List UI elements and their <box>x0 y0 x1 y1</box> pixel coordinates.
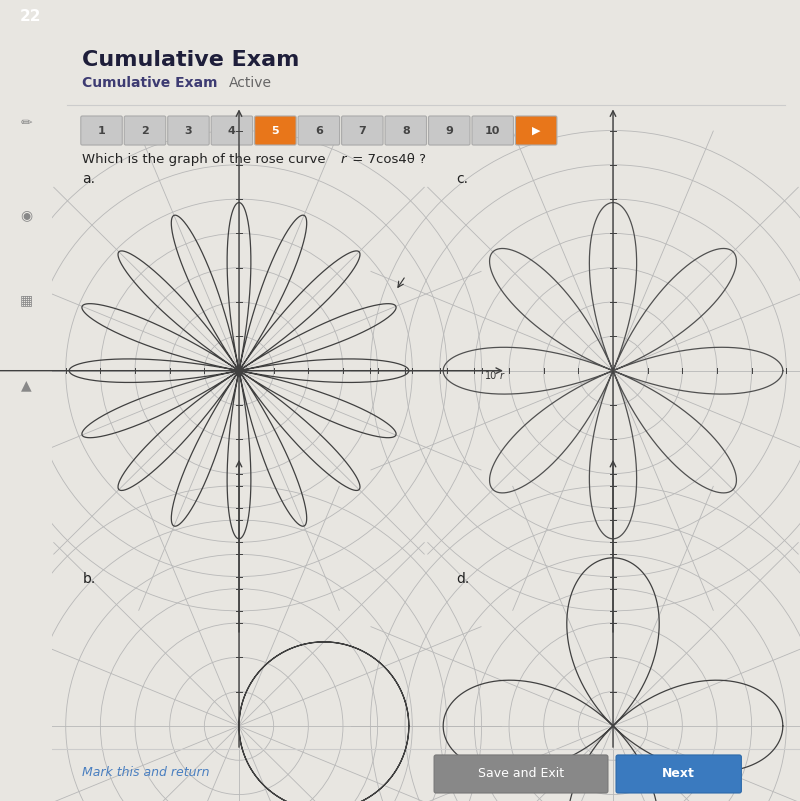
Text: ▦: ▦ <box>19 293 33 307</box>
Text: 4: 4 <box>228 126 236 135</box>
Text: ✏: ✏ <box>20 116 32 130</box>
Text: c.: c. <box>456 171 468 186</box>
Text: 1: 1 <box>98 126 106 135</box>
Text: Active: Active <box>229 76 272 91</box>
FancyBboxPatch shape <box>472 116 514 145</box>
Text: = 7cos4θ ?: = 7cos4θ ? <box>348 152 426 166</box>
Text: Cumulative Exam: Cumulative Exam <box>82 50 300 70</box>
Text: ▲: ▲ <box>21 378 31 392</box>
Text: 10: 10 <box>485 126 501 135</box>
FancyBboxPatch shape <box>385 116 426 145</box>
FancyBboxPatch shape <box>515 116 557 145</box>
Text: Cumulative Exam: Cumulative Exam <box>82 76 218 91</box>
FancyBboxPatch shape <box>254 116 296 145</box>
Text: 2: 2 <box>141 126 149 135</box>
Text: 9: 9 <box>446 126 453 135</box>
FancyBboxPatch shape <box>429 116 470 145</box>
FancyBboxPatch shape <box>342 116 383 145</box>
Text: b.: b. <box>82 572 95 586</box>
Text: 8: 8 <box>402 126 410 135</box>
Text: 7: 7 <box>358 126 366 135</box>
Text: Mark this and return: Mark this and return <box>82 767 210 779</box>
Text: d.: d. <box>456 572 470 586</box>
FancyBboxPatch shape <box>124 116 166 145</box>
FancyBboxPatch shape <box>211 116 253 145</box>
Text: a.: a. <box>82 171 95 186</box>
Text: ◉: ◉ <box>20 208 32 223</box>
Text: Save and Exit: Save and Exit <box>478 767 564 780</box>
FancyBboxPatch shape <box>434 755 608 793</box>
FancyBboxPatch shape <box>168 116 209 145</box>
Text: 5: 5 <box>271 126 279 135</box>
Text: Next: Next <box>662 767 695 780</box>
Text: 22: 22 <box>20 10 42 24</box>
Text: 3: 3 <box>185 126 192 135</box>
Text: r: r <box>500 371 504 380</box>
FancyBboxPatch shape <box>81 116 122 145</box>
Text: 6: 6 <box>315 126 322 135</box>
FancyBboxPatch shape <box>298 116 339 145</box>
Text: r: r <box>340 152 346 166</box>
Text: 10: 10 <box>485 371 497 380</box>
Text: ▶: ▶ <box>532 126 541 135</box>
FancyBboxPatch shape <box>616 755 742 793</box>
Text: Which is the graph of the rose curve: Which is the graph of the rose curve <box>82 152 330 166</box>
